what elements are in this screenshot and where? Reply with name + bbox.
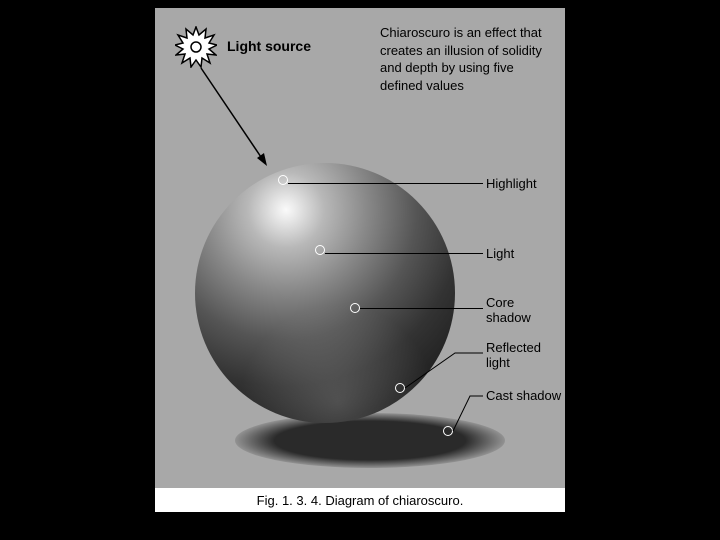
leader-core-shadow: [360, 308, 483, 309]
marker-core-shadow: [350, 303, 360, 313]
sphere: [195, 163, 455, 423]
sun-icon: [175, 26, 217, 68]
label-highlight: Highlight: [486, 177, 537, 192]
diagram-panel: Light source Chiaroscuro is an effect th…: [155, 8, 565, 488]
label-light: Light: [486, 247, 514, 262]
label-cast-shadow: Cast shadow: [486, 389, 561, 404]
sphere-group: [180, 148, 480, 478]
figure-caption: Fig. 1. 3. 4. Diagram of chiaroscuro.: [257, 493, 464, 508]
marker-highlight: [278, 175, 288, 185]
label-reflected-light: Reflected light: [486, 341, 541, 371]
marker-cast-shadow: [443, 426, 453, 436]
cast-shadow-ellipse: [235, 413, 505, 468]
leader-highlight: [288, 183, 483, 184]
marker-reflected-light: [395, 383, 405, 393]
label-core-shadow: Core shadow: [486, 296, 531, 326]
description-text: Chiaroscuro is an effect that creates an…: [380, 24, 555, 94]
light-source-label: Light source: [227, 38, 311, 54]
leader-light: [325, 253, 483, 254]
marker-light: [315, 245, 325, 255]
caption-strip: Fig. 1. 3. 4. Diagram of chiaroscuro.: [155, 488, 565, 512]
